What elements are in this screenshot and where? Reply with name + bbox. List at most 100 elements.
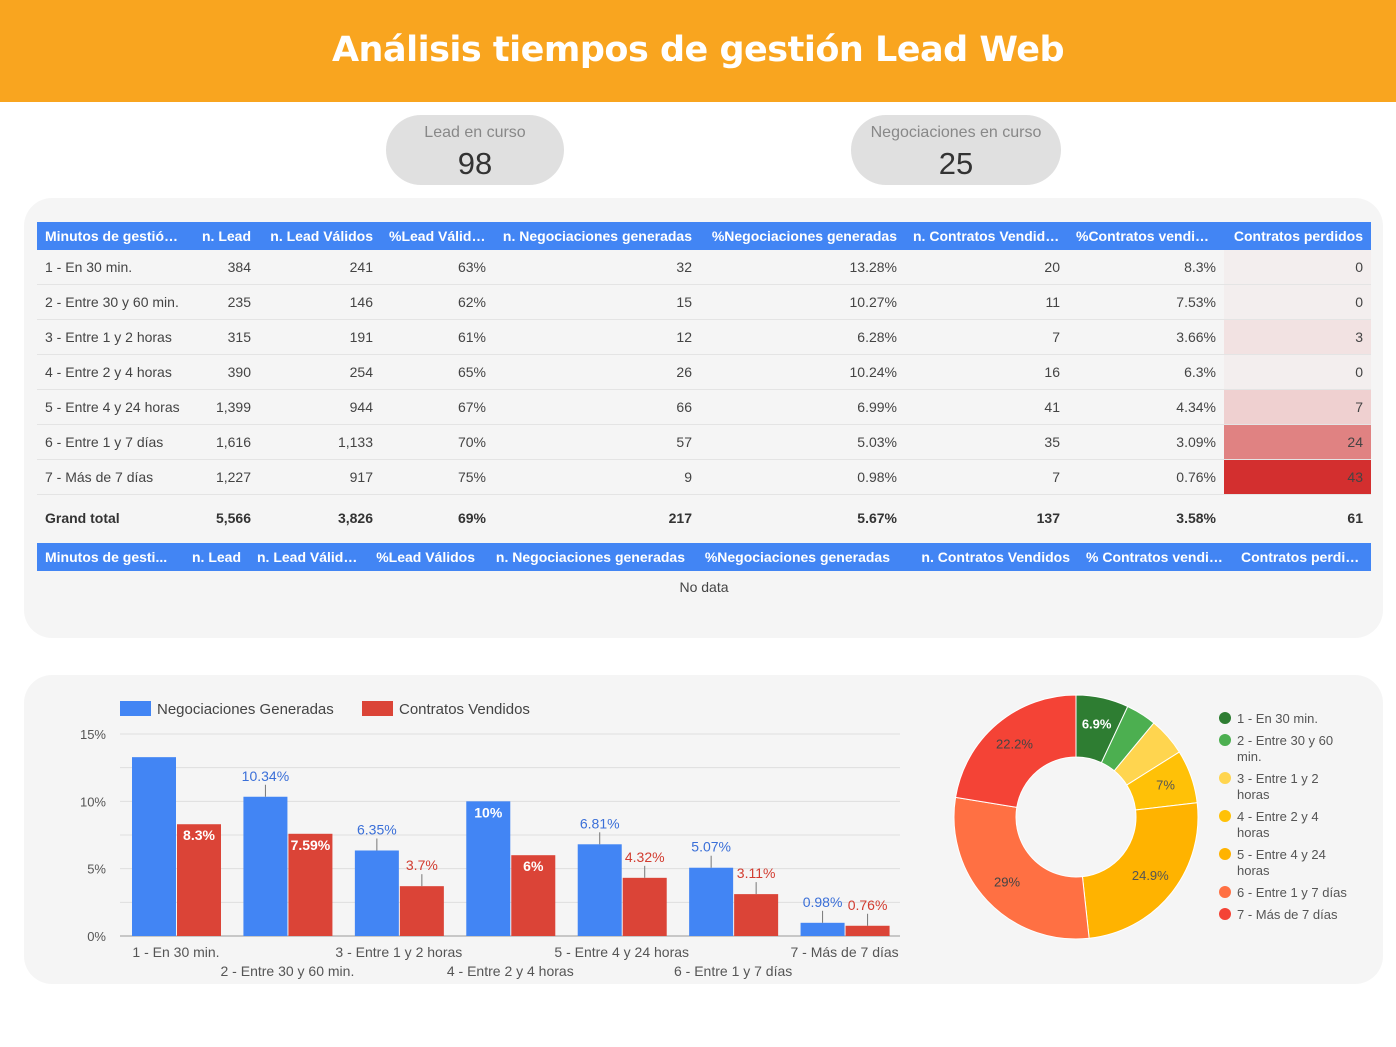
column-header[interactable]: n. Contratos Vendidos: [905, 222, 1068, 250]
slice-label: 7%: [1156, 777, 1175, 792]
table-row: 5 - Entre 4 y 24 horas 1,399 944 67% 66 6.99%…: [37, 389, 1371, 425]
table-cell: 26: [494, 354, 700, 390]
bar[interactable]: [466, 801, 511, 936]
column-header[interactable]: n. Lead Válidos: [259, 222, 381, 250]
table-cell: 1,133: [259, 424, 381, 460]
column-header[interactable]: %Negociaciones generadas: [693, 543, 898, 571]
table-cell: 1,227: [189, 459, 259, 495]
legend-label[interactable]: 6 - Entre 1 y 7 días: [1237, 885, 1347, 900]
table-cell: 15: [494, 284, 700, 320]
legend-dot: [1219, 772, 1231, 784]
table-cell: 12: [494, 319, 700, 355]
slice-label: 22.2%: [996, 737, 1033, 752]
data-label: 6.35%: [357, 821, 397, 837]
bar[interactable]: [288, 833, 333, 936]
x-tick-label: 6 - Entre 1 y 7 días: [674, 963, 792, 979]
row-label-cell: 5 - Entre 4 y 24 horas: [37, 389, 189, 425]
bar[interactable]: [734, 894, 779, 936]
bar[interactable]: [800, 922, 845, 936]
column-header[interactable]: n. Lead Válidos: [249, 543, 366, 571]
legend-dot: [1219, 908, 1231, 920]
column-header[interactable]: Minutos de gesti...: [37, 543, 177, 571]
table-cell: 70%: [381, 424, 494, 460]
row-label-cell: 6 - Entre 1 y 7 días: [37, 424, 189, 460]
y-tick-label: 15%: [80, 727, 106, 742]
column-header[interactable]: n. Lead: [189, 222, 259, 250]
x-tick-label: 2 - Entre 30 y 60 min.: [221, 963, 355, 979]
table-cell: 917: [259, 459, 381, 495]
table-cell: 9: [494, 459, 700, 495]
total-cell: 3.58%: [1176, 510, 1216, 526]
total-cell: 3,826: [337, 510, 373, 526]
kpi-negociaciones-en-curso: Negociaciones en curso 25: [851, 115, 1061, 185]
bar[interactable]: [177, 824, 221, 936]
column-header[interactable]: %Negociaciones generadas: [700, 222, 905, 250]
table-cell: 944: [259, 389, 381, 425]
bar[interactable]: [622, 877, 667, 936]
table-cell: 7: [1224, 389, 1371, 425]
column-header[interactable]: n. Lead: [177, 543, 249, 571]
bar[interactable]: [577, 844, 622, 936]
data-label: 7.59%: [291, 837, 331, 853]
bar[interactable]: [511, 855, 556, 936]
table-cell: 0: [1224, 250, 1371, 285]
column-header[interactable]: n. Negociaciones generadas: [494, 222, 700, 250]
column-header[interactable]: Contratos perdid...: [1233, 543, 1371, 571]
legend-label[interactable]: Contratos Vendidos: [399, 701, 530, 718]
data-label: 8.3%: [183, 827, 215, 843]
bar[interactable]: [399, 886, 444, 936]
slice-label: 29%: [994, 874, 1020, 889]
table-header-row: Minutos de gesti... n. Lead n. Lead Válido…: [37, 543, 1371, 571]
legend-label[interactable]: 2 - Entre 30 y 60 min.: [1237, 733, 1333, 764]
grand-total-row: Grand total 5,566 3,826 69% 217 5.67% 137 3.58%…: [37, 495, 1371, 542]
data-label: 6.81%: [580, 815, 620, 831]
table-row: 7 - Más de 7 días 1,227 917 75% 9 0.98% 7 0.76%…: [37, 459, 1371, 495]
table-cell: 62%: [381, 284, 494, 320]
column-header[interactable]: % Contratos vendid...: [1078, 543, 1233, 571]
table-row: 3 - Entre 1 y 2 horas 315 191 61% 12 6.28% 7 3.…: [37, 319, 1371, 355]
legend-label[interactable]: 4 - Entre 2 y 4 horas: [1237, 809, 1319, 840]
table-row: 1 - En 30 min. 384 241 63% 32 13.28% 20 8.3% 0: [37, 250, 1371, 285]
column-header[interactable]: %Lead Válidos: [381, 222, 494, 250]
table-cell: 390: [189, 354, 259, 390]
kpi-value: 25: [938, 146, 974, 181]
total-cell: 217: [668, 510, 692, 526]
y-tick-label: 0%: [87, 929, 106, 944]
kpi-value: 98: [457, 146, 493, 181]
table-cell: 66: [494, 389, 700, 425]
bar[interactable]: [354, 850, 399, 936]
total-cell: 69%: [457, 510, 486, 526]
column-header[interactable]: %Contratos vendidos: [1068, 222, 1224, 250]
legend-label[interactable]: 5 - Entre 4 y 24 horas: [1237, 847, 1326, 878]
table-cell: 16: [905, 354, 1068, 390]
kpi-lead-en-curso: Lead en curso 98: [386, 115, 564, 185]
table-cell: 24: [1224, 424, 1371, 460]
bar[interactable]: [132, 757, 176, 936]
table-cell: 241: [259, 250, 381, 285]
pie-slice[interactable]: [1081, 802, 1199, 939]
column-header[interactable]: Minutos de gestión...: [37, 222, 189, 250]
legend-label[interactable]: 3 - Entre 1 y 2 horas: [1237, 771, 1319, 802]
legend-label[interactable]: Negociaciones Generadas: [157, 701, 334, 718]
bar[interactable]: [845, 925, 890, 936]
table-cell: 254: [259, 354, 381, 390]
pie-slice[interactable]: [953, 796, 1090, 940]
pie-slice[interactable]: [955, 694, 1077, 808]
legend-label[interactable]: 1 - En 30 min.: [1237, 711, 1318, 726]
column-header[interactable]: %Lead Válidos: [366, 543, 483, 571]
table-cell: 20: [905, 250, 1068, 285]
table-cell: 35: [905, 424, 1068, 460]
data-label: 0.76%: [848, 897, 888, 913]
column-header[interactable]: Contratos perdidos: [1224, 222, 1371, 250]
table-row: 2 - Entre 30 y 60 min. 235 146 62% 15 10.27% 1…: [37, 284, 1371, 320]
column-header[interactable]: n. Negociaciones generadas: [483, 543, 693, 571]
bar[interactable]: [689, 867, 734, 936]
x-tick-label: 4 - Entre 2 y 4 horas: [447, 963, 574, 979]
legend-label[interactable]: 7 - Más de 7 días: [1237, 907, 1338, 922]
column-header[interactable]: n. Contratos Vendidos: [898, 543, 1078, 571]
bar[interactable]: [243, 796, 288, 936]
lead-management-table: Minutos de gestión... n. Lead n. Lead Váli…: [37, 222, 1371, 541]
legend-swatch: [120, 701, 151, 716]
slice-label: 24.9%: [1132, 868, 1169, 883]
